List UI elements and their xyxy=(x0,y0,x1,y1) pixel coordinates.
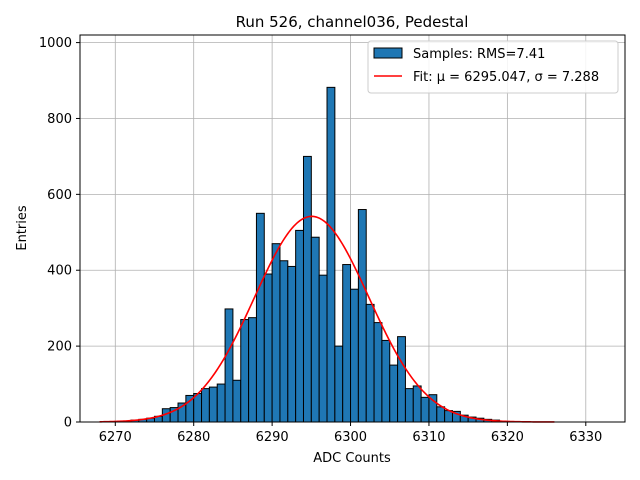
x-tick-label: 6270 xyxy=(99,430,132,445)
y-tick-label: 600 xyxy=(47,188,72,203)
histogram-bar xyxy=(240,319,250,423)
histogram-bar xyxy=(208,386,218,423)
y-tick-label: 0 xyxy=(64,416,72,431)
gaussian-fit-curve xyxy=(99,215,555,423)
y-tick-label: 1000 xyxy=(39,36,72,51)
y-axis-ticks: 0 200 400 600 800 1000 xyxy=(39,36,80,431)
histogram-bar xyxy=(318,274,328,423)
histogram-bar xyxy=(334,345,344,423)
histogram-bar xyxy=(248,317,257,423)
histogram-bar xyxy=(279,260,289,423)
histogram-bar xyxy=(365,303,375,423)
histogram-bar xyxy=(193,393,203,423)
x-axis-label: ADC Counts xyxy=(313,451,391,466)
histogram-bar xyxy=(350,288,359,423)
histogram-bar xyxy=(389,364,399,423)
y-axis-label: Entries xyxy=(15,205,30,251)
histogram-bar xyxy=(373,322,383,423)
histogram-bar xyxy=(404,388,414,423)
plot-frame xyxy=(79,34,626,423)
legend-fit-label: Fit: μ = 6295.047, σ = 7.288 xyxy=(413,70,599,85)
histogram-bar xyxy=(381,339,391,423)
legend-histogram-label: Samples: RMS=7.41 xyxy=(413,47,545,62)
histogram-bar xyxy=(255,212,265,423)
x-tick-label: 6300 xyxy=(334,430,367,445)
x-tick-label: 6290 xyxy=(256,430,289,445)
histogram-bar xyxy=(201,388,210,423)
y-tick-label: 200 xyxy=(47,340,72,355)
histogram-bar xyxy=(420,396,430,423)
legend-box xyxy=(367,40,619,94)
histogram-bar xyxy=(412,385,422,423)
histogram-bar xyxy=(216,383,226,423)
histogram-bar xyxy=(295,229,304,423)
x-tick-label: 6280 xyxy=(177,430,210,445)
histogram-bar xyxy=(302,155,312,423)
histogram-bar xyxy=(232,379,242,423)
legend-histogram-swatch xyxy=(373,47,403,59)
histogram-bar xyxy=(310,236,320,423)
histogram-bar xyxy=(397,336,406,423)
x-tick-label: 6330 xyxy=(569,430,602,445)
histogram-bar xyxy=(287,265,297,423)
x-tick-label: 6320 xyxy=(491,430,524,445)
x-tick-label: 6310 xyxy=(412,430,445,445)
histogram-bar xyxy=(436,406,446,423)
histogram-bars xyxy=(130,86,501,423)
histogram-bar xyxy=(357,209,367,423)
histogram-bar xyxy=(326,86,336,423)
histogram-bar xyxy=(263,273,273,423)
histogram-bar xyxy=(271,243,281,423)
x-axis-ticks: 6270 6280 6290 6300 6310 6320 6330 xyxy=(99,422,602,445)
y-tick-label: 400 xyxy=(47,264,72,279)
chart-title: Run 526, channel036, Pedestal xyxy=(236,13,469,31)
histogram-bar xyxy=(224,308,234,423)
y-tick-label: 800 xyxy=(47,112,72,127)
legend: Samples: RMS=7.41 Fit: μ = 6295.047, σ =… xyxy=(367,40,619,94)
histogram-bar xyxy=(342,264,352,423)
